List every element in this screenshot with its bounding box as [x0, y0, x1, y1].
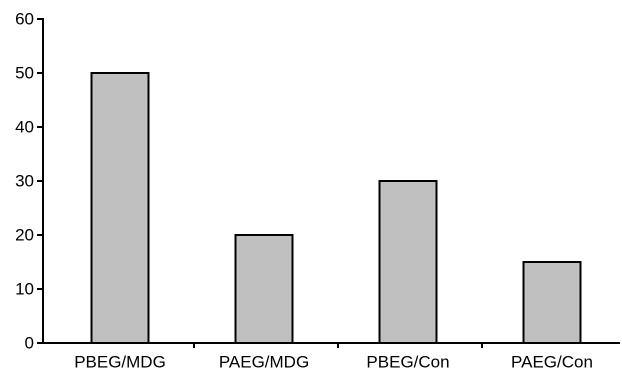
x-category-label: PAEG/MDG: [219, 353, 309, 371]
bars-group: [90, 72, 582, 344]
bar-pbeg-mdg: [90, 72, 150, 344]
y-tick-label: 0: [25, 334, 34, 353]
bar-paeg-con: [522, 261, 582, 344]
bar-pbeg-con: [378, 180, 438, 344]
y-axis-ticks: 0 10 20 30 40 50 60: [15, 10, 43, 353]
x-category-label: PBEG/MDG: [74, 353, 166, 371]
y-tick-label: 20: [15, 226, 34, 245]
x-category-label: PBEG/Con: [366, 353, 449, 371]
y-tick-label: 30: [15, 172, 34, 191]
bar-paeg-mdg: [234, 234, 294, 344]
y-tick-label: 50: [15, 64, 34, 83]
y-tick-label: 10: [15, 280, 34, 299]
x-category-label: PAEG/Con: [511, 353, 593, 371]
y-tick-label: 40: [15, 118, 34, 137]
y-tick-label: 60: [15, 10, 34, 29]
x-axis-ticks: PBEG/MDG PAEG/MDG PBEG/Con PAEG/Con: [74, 343, 593, 371]
